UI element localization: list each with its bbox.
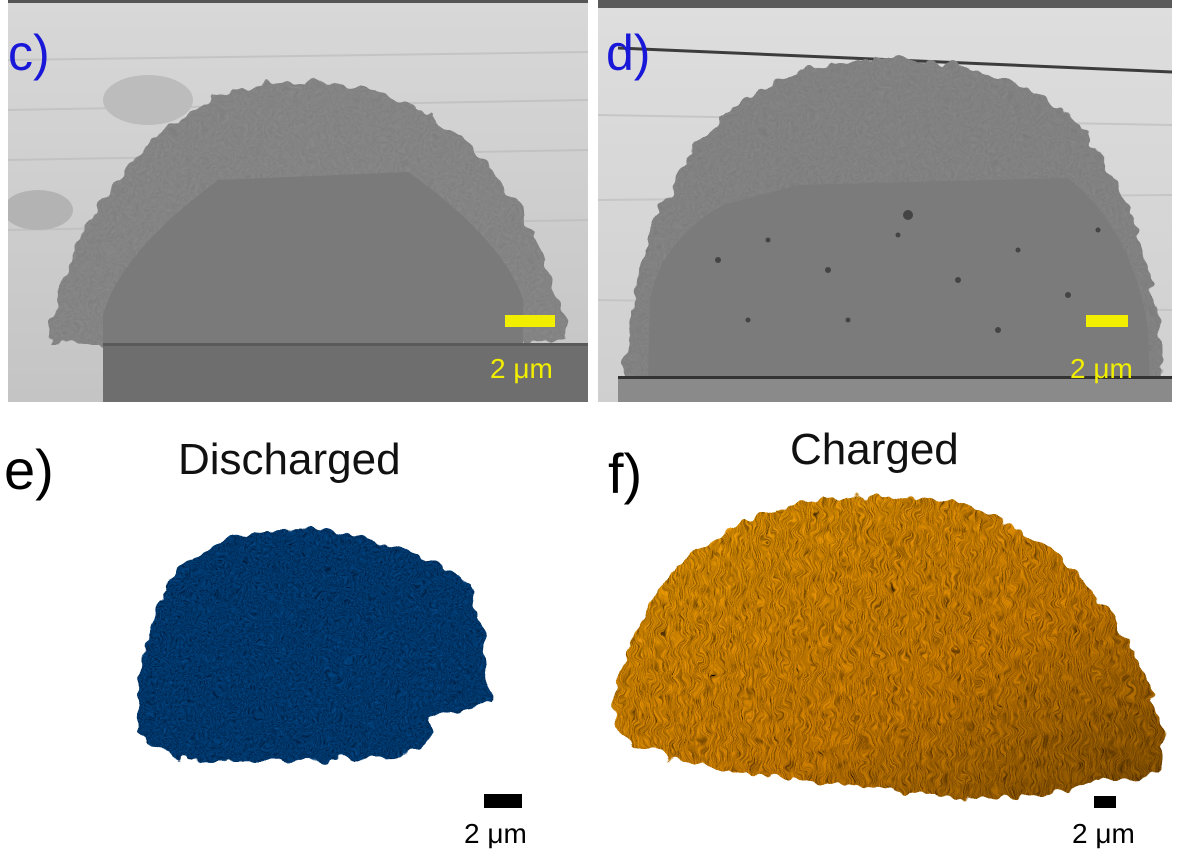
scale-bar-c: [505, 315, 555, 327]
scale-bar-e: [484, 794, 522, 808]
panel-title-f: Charged: [790, 425, 959, 474]
panel-f: f) Charged 2 μm: [598, 410, 1180, 862]
scale-bar-f: [1094, 796, 1116, 808]
panel-title-e: Discharged: [178, 435, 401, 484]
reconstruction-charged: [613, 496, 1163, 799]
sem-image-d: [598, 0, 1172, 402]
panel-label-f: f): [608, 442, 643, 505]
scale-text-d: 2 μm: [1070, 353, 1133, 384]
panel-c: c) 2 μm: [8, 0, 588, 402]
scale-text-f: 2 μm: [1072, 818, 1135, 849]
sem-image-c: [8, 0, 588, 402]
panel-label-c: c): [8, 25, 50, 81]
scale-text-c: 2 μm: [490, 353, 553, 384]
panel-label-d: d): [606, 25, 651, 81]
panel-label-e: e): [4, 438, 54, 501]
panel-d: d) 2 μm: [598, 0, 1172, 402]
reconstruction-discharged: [138, 529, 489, 762]
scale-text-e: 2 μm: [464, 818, 527, 849]
scale-bar-d: [1086, 315, 1128, 327]
panel-e: e) Discharged 2 μm: [0, 410, 590, 862]
